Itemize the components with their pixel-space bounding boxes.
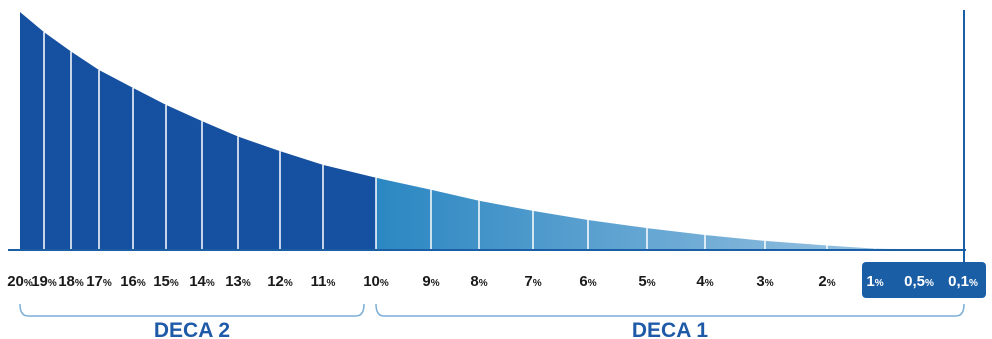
area-segment-5 — [647, 228, 705, 250]
tick-label-11: 11% — [311, 273, 336, 290]
area-segment-18 — [71, 51, 99, 250]
tick-label-14: 14% — [189, 273, 215, 290]
tick-label-8: 8% — [470, 273, 487, 290]
area-segment-7 — [533, 210, 588, 250]
tick-label-12: 12% — [267, 273, 293, 290]
tick-label-19: 19% — [31, 273, 57, 290]
tick-label-4: 4% — [696, 273, 713, 290]
area-segment-6 — [588, 219, 647, 250]
tick-label-0,1: 0,1% — [948, 273, 978, 290]
tick-label-15: 15% — [153, 273, 179, 290]
group-label-deca-2: DECA 2 — [154, 319, 230, 339]
area-segment-19 — [44, 32, 71, 251]
tick-label-10: 10% — [363, 273, 389, 290]
area-segment-3 — [765, 240, 827, 250]
tick-label-3: 3% — [756, 273, 773, 290]
tick-label-9: 9% — [422, 273, 439, 290]
tick-label-13: 13% — [225, 273, 251, 290]
area-segment-2 — [827, 245, 875, 250]
area-segment-12 — [280, 151, 323, 250]
area-segment-14 — [202, 121, 238, 250]
tick-label-16: 16% — [120, 273, 146, 290]
area-segment-8 — [479, 200, 533, 250]
tick-label-20: 20% — [7, 273, 33, 290]
area-segment-4 — [705, 235, 765, 250]
area-segment-15 — [166, 104, 202, 250]
area-segment-16 — [133, 87, 166, 251]
bracket-deca-1 — [375, 303, 965, 317]
area-segment-9 — [431, 189, 479, 250]
bracket-deca-2 — [19, 303, 365, 317]
area-segment-20 — [20, 12, 44, 250]
highlight-box — [862, 262, 986, 298]
tick-label-17: 17% — [86, 273, 112, 290]
group-label-deca-1: DECA 1 — [632, 319, 709, 339]
tick-label-5: 5% — [638, 273, 655, 290]
tick-label-2: 2% — [818, 273, 835, 290]
tick-label-7: 7% — [524, 273, 541, 290]
tick-label-0,5: 0,5% — [904, 273, 934, 290]
area-segment-13 — [238, 136, 280, 250]
area-segment-10 — [376, 177, 431, 250]
tick-label-6: 6% — [579, 273, 596, 290]
area-segment-11 — [323, 164, 376, 250]
tick-label-18: 18% — [58, 273, 84, 290]
tick-label-1: 1% — [866, 273, 883, 290]
area-segment-17 — [99, 70, 133, 250]
